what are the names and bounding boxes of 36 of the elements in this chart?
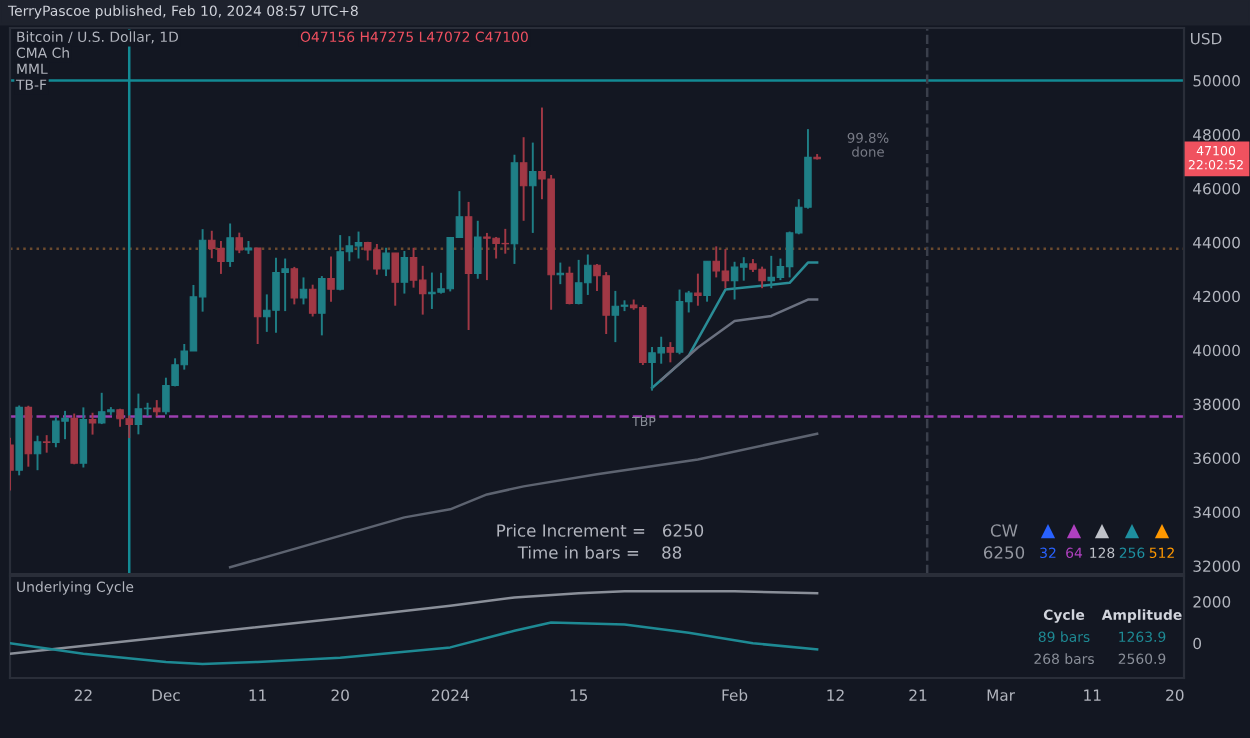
candlestick — [391, 252, 399, 307]
candlestick — [666, 341, 675, 364]
candlestick — [235, 231, 244, 255]
candlestick — [134, 392, 143, 436]
candlestick — [739, 256, 748, 282]
candlestick — [418, 264, 427, 316]
candlestick — [556, 261, 565, 286]
candlestick — [529, 141, 537, 234]
line-series — [228, 432, 819, 569]
candlestick — [24, 404, 33, 468]
candlestick — [70, 412, 78, 466]
annotation: Price Increment = 6250 — [497, 523, 704, 537]
candlestick — [299, 276, 308, 306]
line-series — [10, 621, 819, 666]
candlestick — [33, 434, 42, 472]
candlestick — [327, 255, 335, 303]
candlestick — [474, 219, 482, 280]
candlestick — [694, 272, 702, 307]
candlestick — [565, 265, 574, 306]
candlestick — [79, 406, 88, 469]
annotation: CW — [990, 524, 1018, 537]
candlestick — [226, 222, 234, 268]
candlestick — [318, 275, 326, 337]
candlestick — [611, 289, 620, 344]
annotation: Time in bars = 88 — [517, 545, 682, 559]
candlestick — [767, 254, 776, 290]
candlestick — [290, 265, 299, 306]
line-series — [659, 298, 819, 382]
candlestick — [703, 260, 711, 303]
candlestick — [400, 250, 409, 295]
candlestick — [382, 246, 390, 278]
annotation: 6250 — [983, 546, 1025, 559]
candlestick — [42, 434, 51, 454]
candlestick — [519, 136, 528, 222]
candlestick — [308, 283, 317, 318]
candlestick — [88, 411, 97, 436]
